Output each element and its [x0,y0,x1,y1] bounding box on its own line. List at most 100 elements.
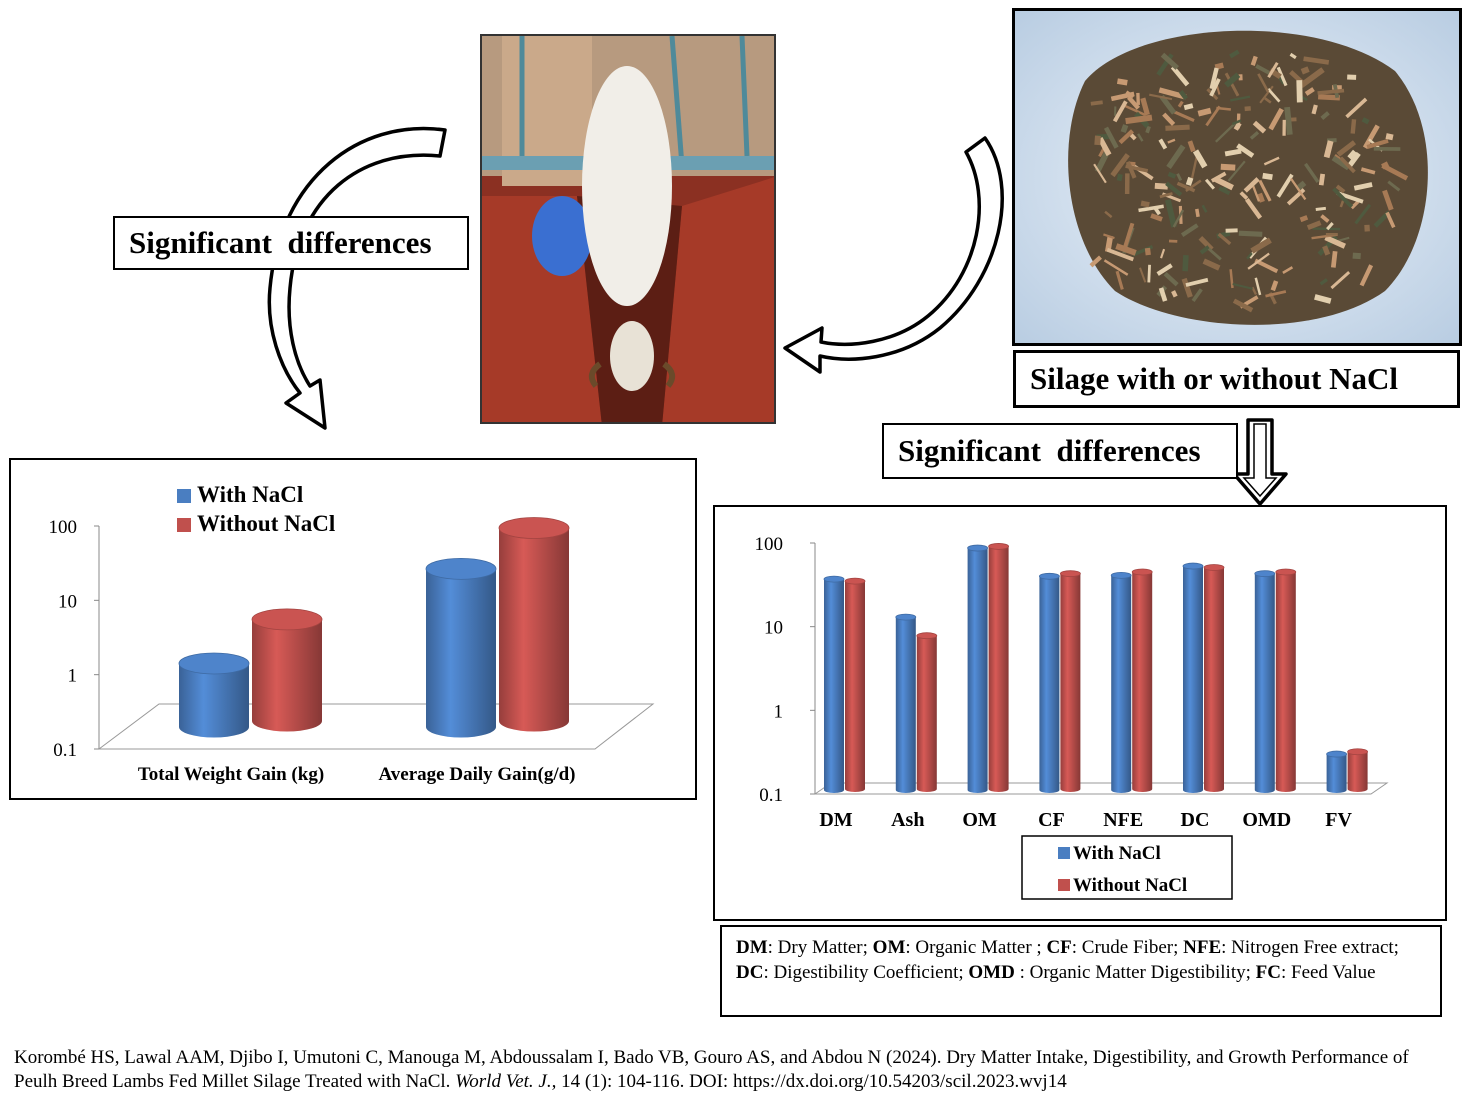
silage-chip [1312,227,1341,231]
bar-with-nacl-body [1039,576,1060,793]
citation: Korombé HS, Lawal AAM, Djibo I, Umutoni … [14,1046,1454,1094]
abbreviation-term: DM [736,937,768,958]
growth-chart: 0.1 1 10 100 Total Weight Gain (kg) Average D… [9,458,697,800]
silage-chip [1120,124,1129,134]
legend-label: Without NaCl [1073,875,1187,896]
silage-chip [1125,161,1137,179]
silage-chip [1122,104,1146,116]
silage-chip [1094,151,1110,173]
bar-with-nacl-top [1326,750,1347,758]
silage-chip [1323,140,1334,159]
silage-chip [1123,222,1135,248]
bar-with-nacl [967,544,989,793]
lamb-photo-illustration [482,36,774,422]
silage-chip [1168,239,1178,243]
silage-chip [1267,61,1279,79]
silage-chip [1215,122,1237,143]
x-category-label: Average Daily Gain(g/d) [378,764,575,785]
silage-chip [1362,124,1380,149]
silage-chip [1190,154,1199,181]
bar-without-nacl [251,608,323,732]
x-category-label: NFE [1103,809,1143,831]
silage-chip [1209,78,1221,97]
silage-chip [1224,72,1241,88]
bar-without-nacl-body [499,528,569,732]
silage-chip [1238,230,1263,237]
silage-chip [1214,62,1224,70]
legend-label: With NaCl [1073,843,1161,864]
silage-chip [1282,266,1294,275]
silage-chip [1289,52,1297,60]
silage-chip [1131,245,1154,257]
silage-chip [1276,66,1288,87]
silage-chip [1361,117,1370,125]
silage-chip [1238,74,1243,81]
silage-chip [1385,133,1394,141]
citation-text: Korombé HS, Lawal AAM, Djibo I, Umutoni … [14,1047,1409,1092]
bar-without-nacl-top [844,577,866,585]
curved-arrow-icon [267,126,447,430]
silage-chip [1325,232,1338,236]
bar-with-nacl-top [1254,570,1276,578]
legend-label: With NaCl [197,482,303,507]
silage-chip [1258,179,1272,202]
silage-chip [1140,97,1150,116]
silage-chip [1231,119,1242,126]
silage-chip [1093,163,1107,184]
y-tick-label: 100 [755,534,784,555]
silage-chip [1229,49,1240,59]
silage-chip [1144,247,1151,256]
silage-chip [1185,176,1194,186]
silage-chip [1198,235,1214,252]
silage-photo-illustration [1015,11,1459,343]
silage-chip [1181,277,1193,298]
silage-chip [1195,208,1200,218]
silage-chip [1150,213,1163,222]
silage-label: Silage with or without NaCl [1013,350,1460,408]
silage-chip [1149,93,1173,101]
silage-chip [1213,176,1234,191]
bar-with-nacl-body [179,663,249,738]
silage-chip [1191,288,1203,302]
bar-without-nacl-top [1059,570,1081,578]
bar-with-nacl-body [824,579,844,793]
silage-chip [1265,290,1287,298]
bar-with-nacl-top [178,652,250,675]
digestibility-chart-svg: 0.1 1 10 100 DM Ash OM CF NFE DC OMD FV With NaCl Wit… [755,534,1389,900]
legend-swatch [1058,847,1070,859]
silage-chip [1270,280,1279,292]
silage-chip [1331,155,1351,171]
silage-chip [1353,182,1373,191]
silage-chip [1319,278,1328,286]
silage-chip [1339,200,1345,208]
silage-chip [1103,126,1119,149]
silage-chip [1262,172,1273,181]
abbreviation-term: NFE [1183,937,1222,958]
silage-chip [1336,191,1364,204]
silage-chip [1299,67,1325,89]
abbreviation-term: OMD [968,962,1015,983]
x-category-label: FV [1325,809,1352,831]
silage-chip [1176,173,1183,182]
silage-chip [1154,182,1168,190]
bar-without-nacl-body [1060,573,1081,792]
silage-chip [1315,206,1327,211]
bar-without-nacl-top [498,517,570,539]
silage-chip [1185,277,1209,287]
y-tick-label: 0.1 [53,740,77,761]
silage-chip [1239,191,1249,200]
x-category-label: OM [962,809,997,831]
bar-without-nacl-top [1203,564,1225,571]
bar-with-nacl [823,575,845,793]
silage-chip [1103,259,1129,276]
silage-chip [1225,228,1238,233]
abbreviation-definition: : Dry Matter; [767,937,873,958]
silage-chip [1145,125,1151,134]
silage-chip [1233,121,1242,131]
silage-chip [1110,153,1130,178]
silage-chip [1299,215,1309,223]
silage-chip [1346,151,1361,169]
silage-chip [1204,178,1215,190]
silage-chip [1218,186,1231,196]
silage-chip [1251,286,1257,295]
